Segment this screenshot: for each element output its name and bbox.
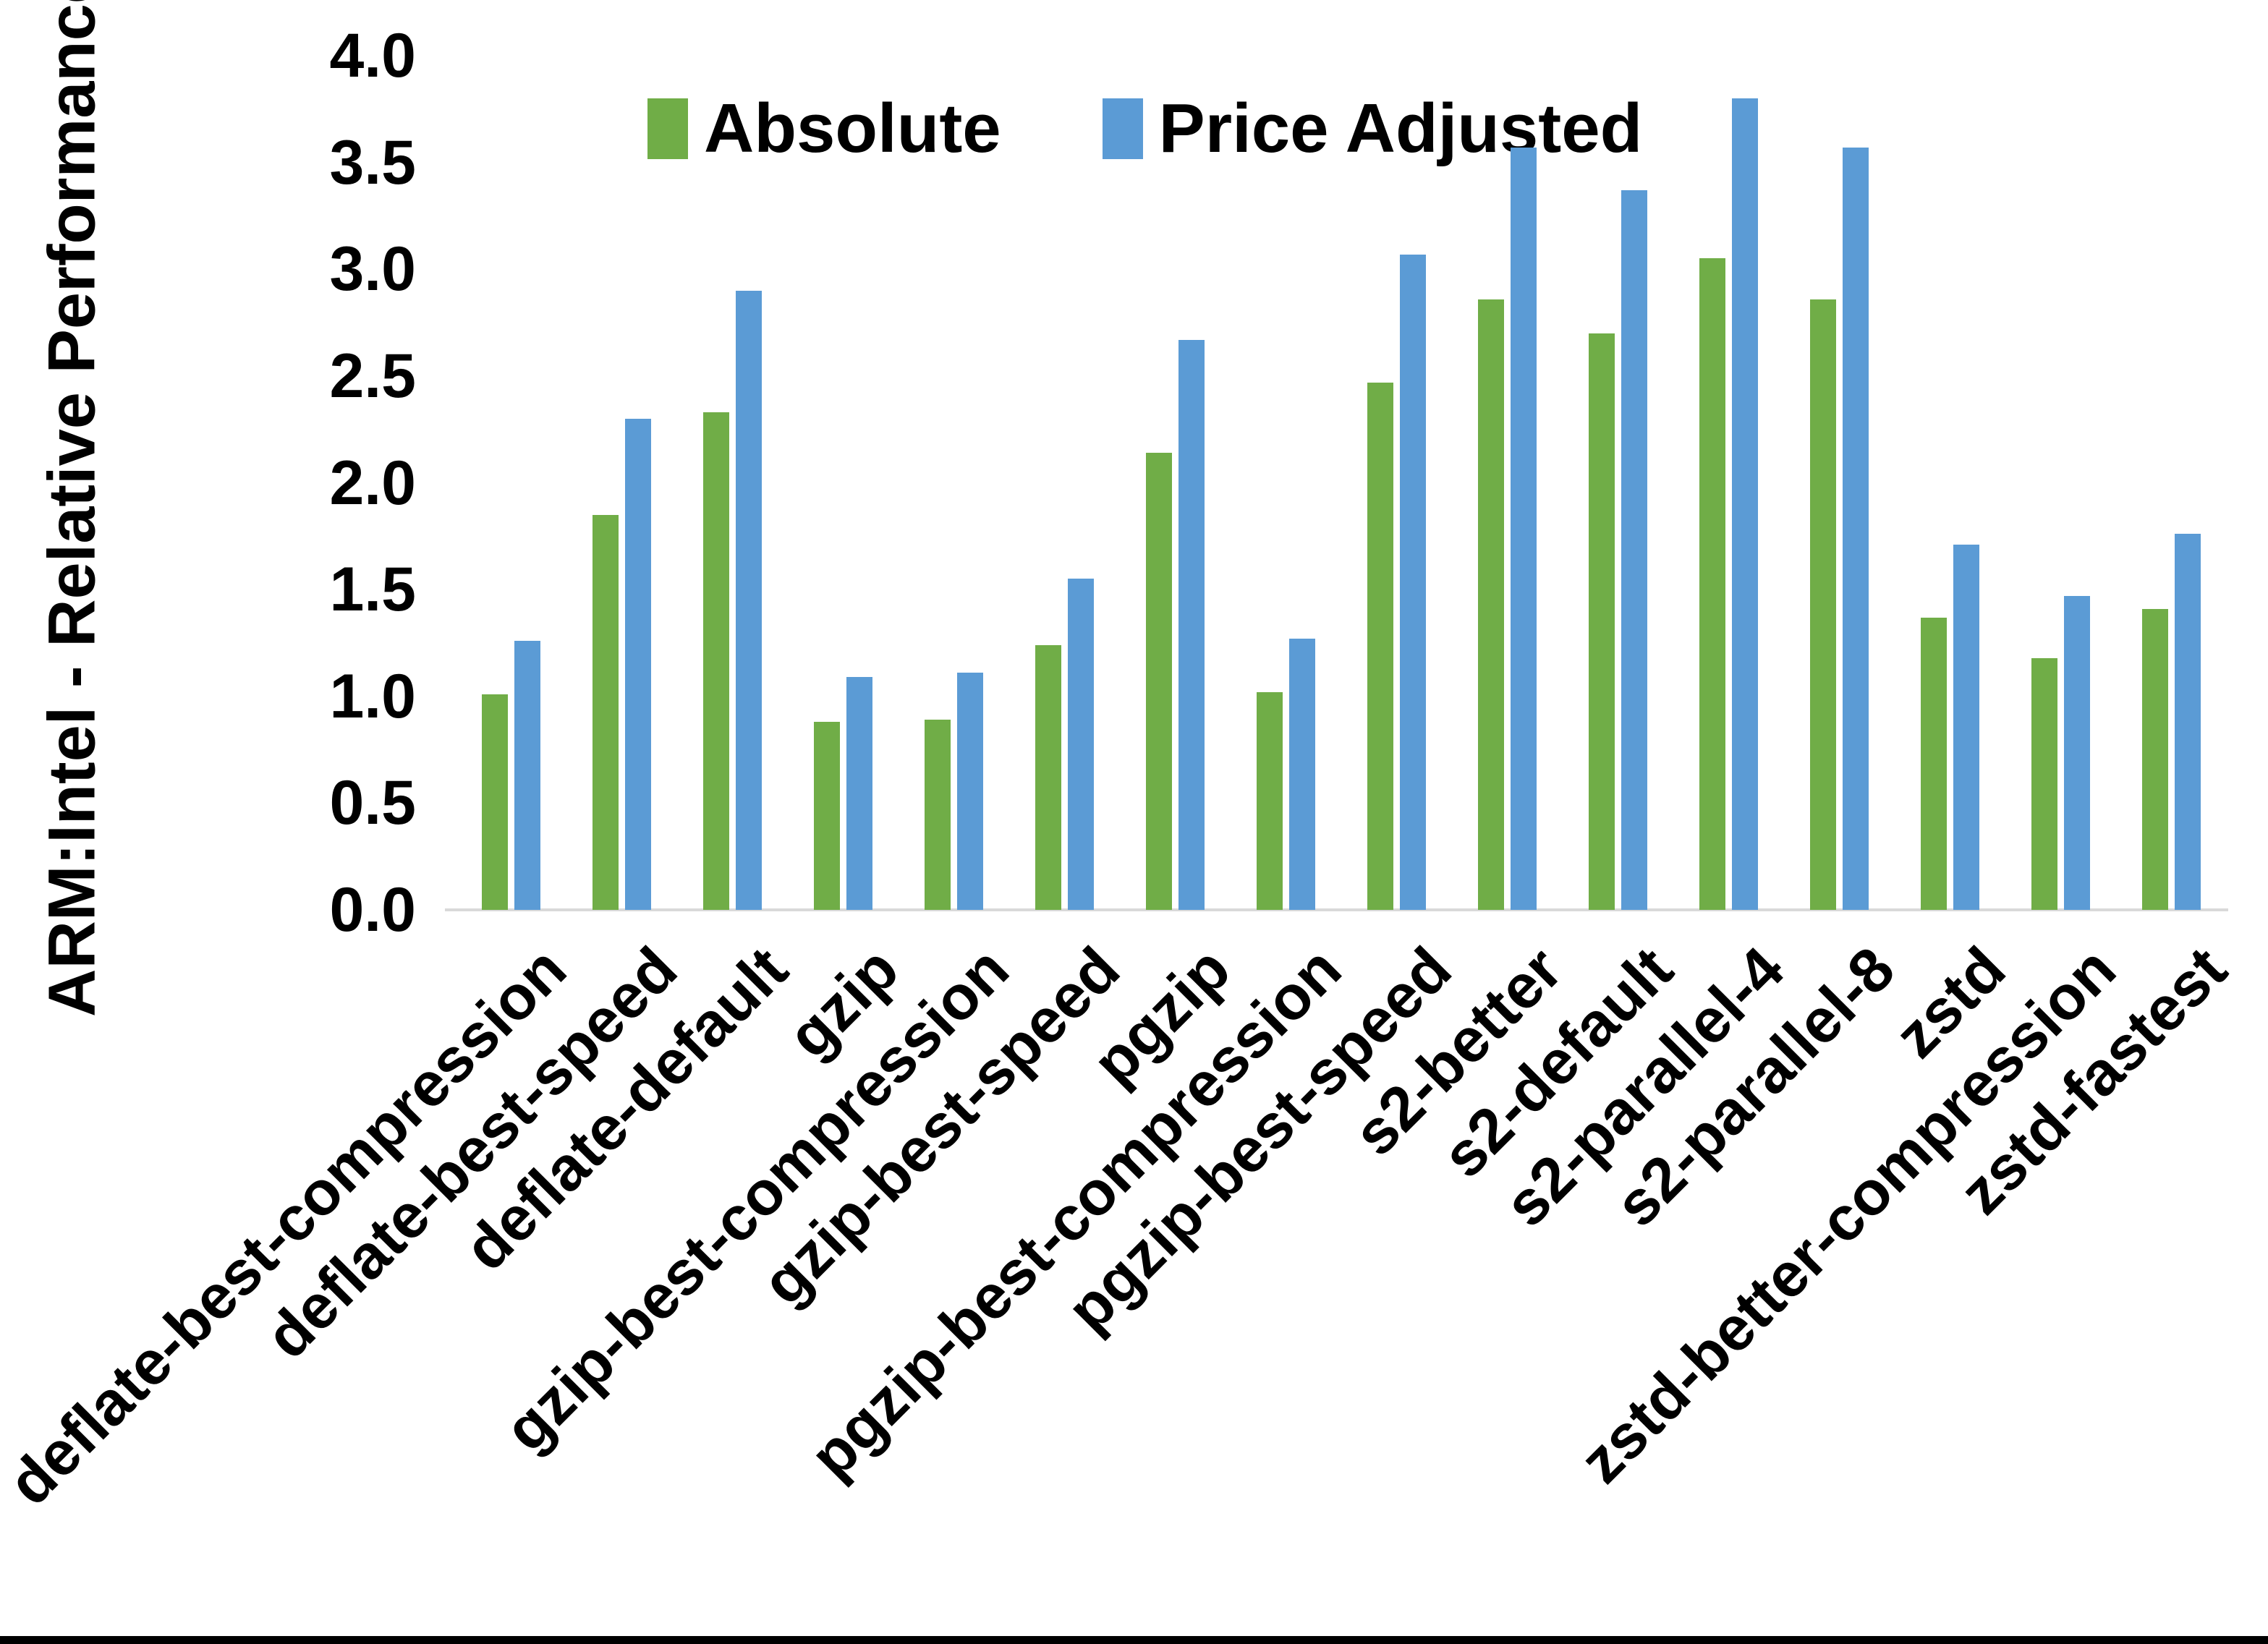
- y-tick-label-1.5: 1.5: [329, 555, 416, 625]
- bar-absolute-pgzip-best-compression: [1257, 691, 1283, 910]
- bar-absolute-gzip-best-speed: [1035, 644, 1061, 910]
- bar-price-adjusted-zstd-fastest: [2175, 534, 2201, 910]
- legend-item-absolute: Absolute: [647, 94, 1001, 163]
- y-tick-label-3.0: 3.0: [329, 234, 416, 304]
- bar-absolute-s2-parallel-4: [1699, 258, 1725, 910]
- legend-label-absolute: Absolute: [704, 90, 1001, 167]
- legend: Absolute Price Adjusted: [647, 94, 1642, 163]
- bar-price-adjusted-deflate-best-compression: [514, 640, 540, 910]
- bar-absolute-deflate-best-speed: [593, 514, 619, 910]
- y-tick-label-2.0: 2.0: [329, 448, 416, 518]
- y-tick-label-3.5: 3.5: [329, 127, 416, 197]
- bar-absolute-zstd-better-compression: [2031, 657, 2057, 910]
- bar-price-adjusted-s2-default: [1621, 190, 1647, 910]
- bar-absolute-zstd: [1921, 617, 1947, 910]
- legend-label-price-adjusted: Price Adjusted: [1158, 90, 1643, 167]
- bar-price-adjusted-deflate-best-speed: [625, 418, 651, 910]
- bar-price-adjusted-pgzip-best-compression: [1289, 639, 1315, 910]
- bar-absolute-deflate-best-compression: [482, 694, 508, 910]
- x-axis-line: [445, 908, 2228, 911]
- bar-price-adjusted-zstd-better-compression: [2064, 595, 2090, 910]
- y-tick-label-0.5: 0.5: [329, 768, 416, 838]
- bar-absolute-s2-parallel-8: [1810, 299, 1836, 910]
- bar-price-adjusted-gzip: [846, 677, 872, 910]
- bar-price-adjusted-gzip-best-speed: [1068, 579, 1094, 910]
- bar-price-adjusted-zstd: [1953, 545, 1979, 910]
- bar-price-adjusted-pgzip-best-speed: [1400, 254, 1426, 910]
- bar-absolute-deflate-default: [703, 412, 729, 910]
- y-tick-label-0.0: 0.0: [329, 875, 416, 945]
- y-tick-label-2.5: 2.5: [329, 341, 416, 411]
- bar-absolute-s2-default: [1589, 333, 1615, 910]
- bottom-border: [0, 1636, 2268, 1644]
- bar-absolute-pgzip-best-speed: [1367, 382, 1393, 910]
- legend-swatch-price-adjusted: [1102, 98, 1143, 159]
- bar-absolute-pgzip: [1146, 453, 1172, 910]
- bar-price-adjusted-deflate-default: [736, 290, 762, 910]
- y-tick-label-4.0: 4.0: [329, 21, 416, 90]
- bar-absolute-zstd-fastest: [2142, 608, 2168, 910]
- bar-price-adjusted-s2-parallel-4: [1732, 98, 1758, 910]
- bar-price-adjusted-gzip-best-compression: [957, 673, 983, 910]
- bar-absolute-gzip: [814, 722, 840, 910]
- bar-price-adjusted-s2-better: [1511, 147, 1537, 910]
- legend-item-price-adjusted: Price Adjusted: [1102, 90, 1643, 167]
- bar-absolute-s2-better: [1478, 299, 1504, 910]
- bar-price-adjusted-s2-parallel-8: [1843, 147, 1869, 910]
- y-tick-label-1.0: 1.0: [329, 661, 416, 731]
- bar-price-adjusted-pgzip: [1178, 339, 1205, 910]
- y-axis-title: ARM:Intel - Relative Performance: [35, 0, 109, 1017]
- legend-swatch-absolute: [647, 98, 688, 159]
- bar-absolute-gzip-best-compression: [925, 720, 951, 910]
